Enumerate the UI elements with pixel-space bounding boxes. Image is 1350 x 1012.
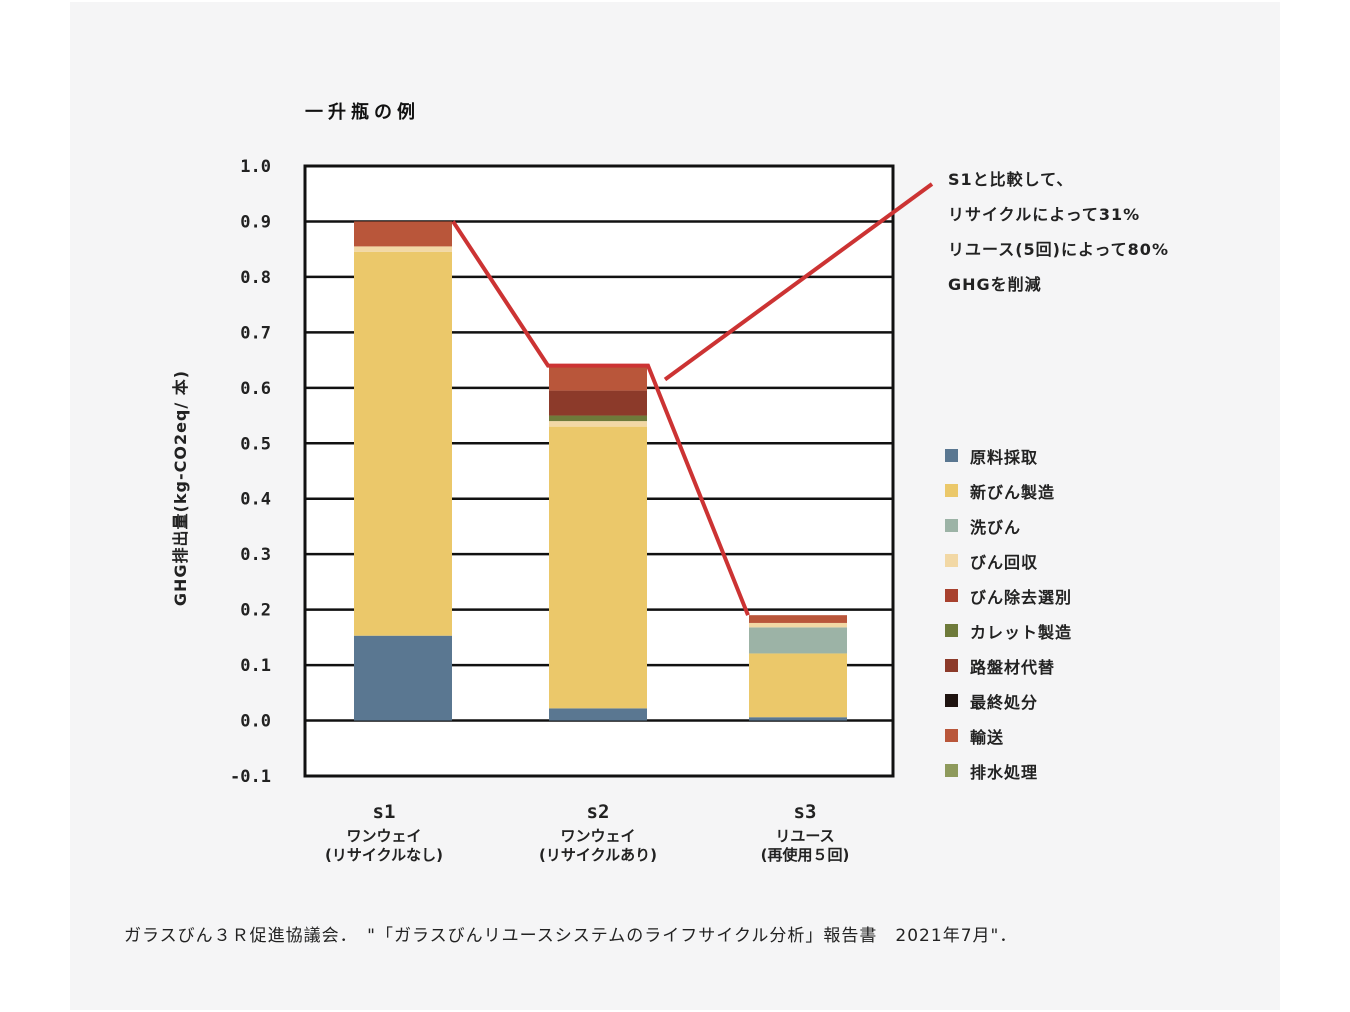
category-line2: (リサイクルなし): [325, 846, 443, 864]
y-tick-label: 0.2: [240, 601, 271, 621]
bar-segment: [354, 246, 452, 252]
bar-segment: [549, 708, 647, 721]
bar-segment: [549, 390, 647, 416]
category-label-s3: s3 リユース (再使用５回): [705, 801, 905, 865]
y-tick-label: 0.4: [240, 490, 271, 510]
legend-label: 最終処分: [970, 692, 1039, 712]
y-tick-label: 0.8: [240, 268, 271, 288]
legend-label: 排水処理: [970, 762, 1039, 782]
y-axis-label: GHG排出量(kg-CO2eq/ 本): [171, 370, 190, 606]
bar-segment: [354, 221, 452, 247]
chart-title: 一升瓶の例: [305, 102, 420, 123]
reduction-annotation: S1と比較して、 リサイクルによって31% リユース(5回)によって80% GH…: [948, 162, 1169, 302]
legend-item: びん回収: [945, 543, 1072, 578]
trend-line: [451, 220, 750, 616]
legend-item: 路盤材代替: [945, 648, 1072, 683]
legend-label: びん回収: [970, 552, 1039, 572]
legend-swatch: [945, 449, 958, 462]
bar-segment: [749, 622, 847, 628]
annotation-line-4: GHGを削減: [948, 275, 1042, 294]
legend-label: 輸送: [970, 727, 1005, 747]
category-line1: ワンウェイ: [346, 827, 422, 845]
legend-item: 新びん製造: [945, 473, 1072, 508]
legend-swatch: [945, 589, 958, 602]
legend-label: カレット製造: [970, 622, 1073, 642]
legend-item: カレット製造: [945, 613, 1072, 648]
legend-swatch: [945, 729, 958, 742]
bar-segment: [549, 415, 647, 422]
bar-segment: [549, 421, 647, 427]
legend-swatch: [945, 519, 958, 532]
legend-item: 洗びん: [945, 508, 1072, 543]
category-code: s2: [586, 801, 610, 823]
legend-label: 洗びん: [970, 517, 1022, 537]
legend-swatch: [945, 764, 958, 777]
legend-label: 路盤材代替: [970, 657, 1056, 677]
plot-frame: [303, 164, 895, 778]
category-line2: (リサイクルあり): [539, 846, 657, 864]
y-tick-label: 0.3: [240, 545, 271, 565]
legend-swatch: [945, 484, 958, 497]
bar-segment: [749, 627, 847, 654]
legend-item: 排水処理: [945, 753, 1072, 788]
legend-swatch: [945, 659, 958, 672]
y-tick-label: 0.1: [240, 656, 271, 676]
y-tick-label: 0.9: [240, 212, 271, 232]
legend-label: 新びん製造: [970, 482, 1056, 502]
annotation-line-1: S1と比較して、: [948, 170, 1074, 189]
legend-swatch: [945, 694, 958, 707]
category-label-s2: s2 ワンウェイ (リサイクルあり): [498, 801, 698, 865]
source-citation: ガラスびん３Ｒ促進協議会． "「ガラスびんリユースシステムのライフサイクル分析」…: [124, 926, 1018, 946]
bar-segment: [354, 251, 452, 636]
chart-legend: 原料採取新びん製造洗びんびん回収びん除去選別 カレット製造 路盤材代替最終処分輸送排…: [945, 438, 1072, 788]
category-line1: ワンウェイ: [560, 827, 636, 845]
legend-swatch: [945, 554, 958, 567]
category-line2: (再使用５回): [760, 846, 850, 864]
bar-segment: [749, 717, 847, 721]
y-tick-label: 0.5: [240, 434, 271, 454]
bar-segment: [354, 635, 452, 721]
y-tick-label: 0.7: [240, 323, 271, 343]
legend-label: 原料採取: [970, 447, 1039, 467]
legend-swatch: [945, 624, 958, 637]
bar-segment: [549, 365, 647, 391]
category-label-s1: s1 ワンウェイ (リサイクルなし): [284, 801, 484, 865]
annotation-line-3: リユース(5回)によって80%: [948, 240, 1169, 259]
legend-item: 最終処分: [945, 683, 1072, 718]
y-tick-label: 0.6: [240, 379, 271, 399]
legend-item: 原料採取: [945, 438, 1072, 473]
annotation-line-2: リサイクルによって31%: [948, 205, 1141, 224]
legend-item: 輸送: [945, 718, 1072, 753]
bar-segment: [549, 426, 647, 709]
y-tick-label: 1.0: [240, 157, 271, 177]
legend-item: びん除去選別: [945, 578, 1072, 613]
bar-segment: [749, 653, 847, 718]
annotation-leader-line: [663, 182, 934, 382]
category-code: s3: [793, 801, 817, 823]
category-line1: リユース: [775, 827, 835, 845]
legend-label: びん除去選別: [970, 587, 1073, 607]
bar-segment: [749, 615, 847, 623]
y-tick-label: -0.1: [230, 767, 271, 787]
y-tick-label: 0.0: [240, 712, 271, 732]
category-code: s1: [372, 801, 396, 823]
